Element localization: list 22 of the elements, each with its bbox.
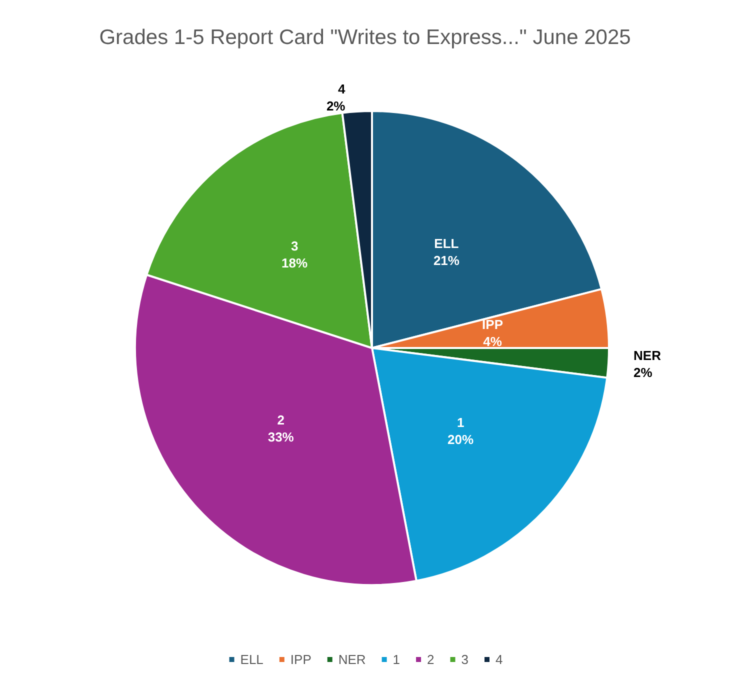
slice-label: 3	[290, 238, 298, 254]
legend-label: 4	[495, 652, 503, 667]
data-label: 4%	[483, 334, 502, 349]
data-label: 20%	[448, 432, 474, 448]
data-label: 18%	[282, 255, 308, 270]
legend-label: 3	[461, 652, 468, 667]
data-label: 2%	[326, 98, 346, 114]
slice-label: 2	[277, 412, 284, 428]
data-label: 33%	[268, 429, 294, 444]
legend-label: NER	[338, 652, 366, 667]
legend-label: ELL	[240, 652, 264, 667]
legend-label: 2	[427, 652, 434, 667]
slice-label: 1	[456, 415, 464, 430]
data-label: 21%	[433, 252, 460, 268]
slice-label: ELL	[434, 236, 459, 251]
chart-title: Grades 1-5 Report Card "Writes to Express..." June 2025	[99, 26, 631, 49]
legend-label: 1	[392, 652, 400, 667]
slice-label: 4	[338, 81, 346, 96]
slice-label: NER	[634, 348, 662, 363]
legend-label: IPP	[290, 652, 312, 667]
slice-label: IPP	[482, 316, 504, 332]
data-label: 2%	[634, 364, 653, 380]
